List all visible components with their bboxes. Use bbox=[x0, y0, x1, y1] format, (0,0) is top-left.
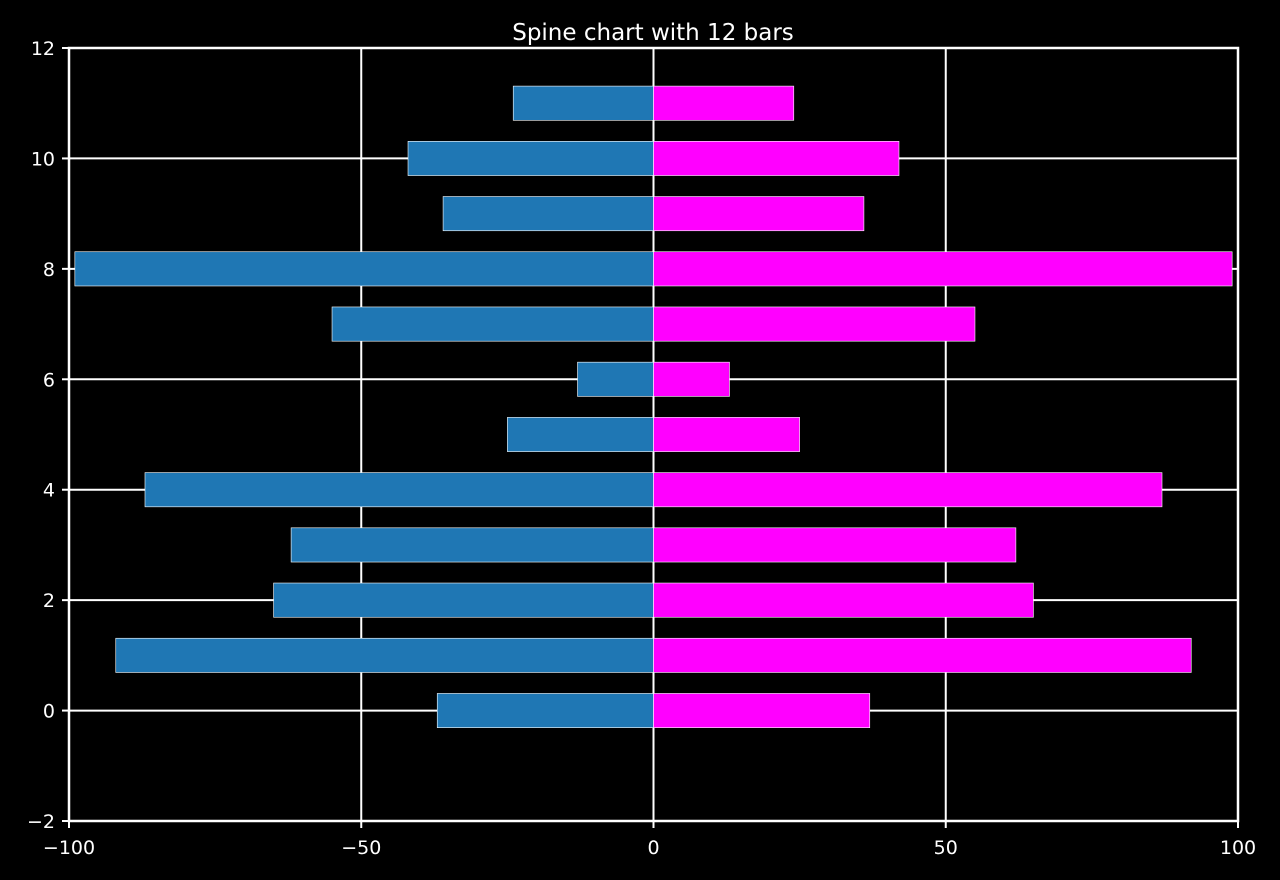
left-bar bbox=[74, 251, 654, 287]
y-tick-label: 8 bbox=[43, 259, 55, 281]
x-tick-label: −100 bbox=[43, 837, 95, 859]
y-tick-label: 0 bbox=[43, 701, 55, 723]
right-bar bbox=[653, 361, 730, 397]
left-bar bbox=[144, 472, 654, 508]
left-bar bbox=[436, 693, 654, 728]
right-bar bbox=[653, 637, 1192, 673]
x-tick-label: 50 bbox=[934, 837, 958, 859]
left-bar bbox=[407, 141, 654, 176]
right-bar bbox=[653, 693, 871, 728]
x-tick-label: 100 bbox=[1220, 837, 1256, 859]
right-bar bbox=[653, 251, 1233, 287]
right-bar bbox=[653, 306, 976, 342]
y-tick-label: 10 bbox=[31, 148, 55, 170]
left-bar bbox=[512, 85, 654, 121]
chart-title: Spine chart with 12 bars bbox=[512, 20, 794, 46]
y-tick-label: 6 bbox=[43, 369, 55, 391]
right-bar bbox=[653, 141, 900, 176]
right-bar bbox=[653, 472, 1163, 508]
right-bar bbox=[653, 196, 865, 232]
right-bar bbox=[653, 582, 1034, 618]
right-bar bbox=[653, 417, 800, 452]
y-tick-label: −2 bbox=[27, 811, 55, 833]
x-tick-label: −50 bbox=[341, 837, 381, 859]
y-tick-label: 2 bbox=[43, 590, 55, 612]
y-tick-label: 12 bbox=[31, 38, 55, 60]
left-bar bbox=[507, 417, 654, 452]
left-bar bbox=[273, 582, 654, 618]
left-bar bbox=[290, 527, 654, 563]
bars bbox=[74, 85, 1233, 728]
ticks: −100 −50 0 50 100 −2 0 2 4 6 8 10 12 bbox=[27, 38, 1256, 859]
right-bar bbox=[653, 85, 795, 121]
y-tick-label: 4 bbox=[43, 480, 55, 502]
x-tick-label: 0 bbox=[647, 837, 659, 859]
left-bar bbox=[115, 637, 654, 673]
right-bar bbox=[653, 527, 1017, 563]
left-bar bbox=[442, 196, 654, 232]
left-bar bbox=[577, 361, 654, 397]
left-bar bbox=[331, 306, 654, 342]
